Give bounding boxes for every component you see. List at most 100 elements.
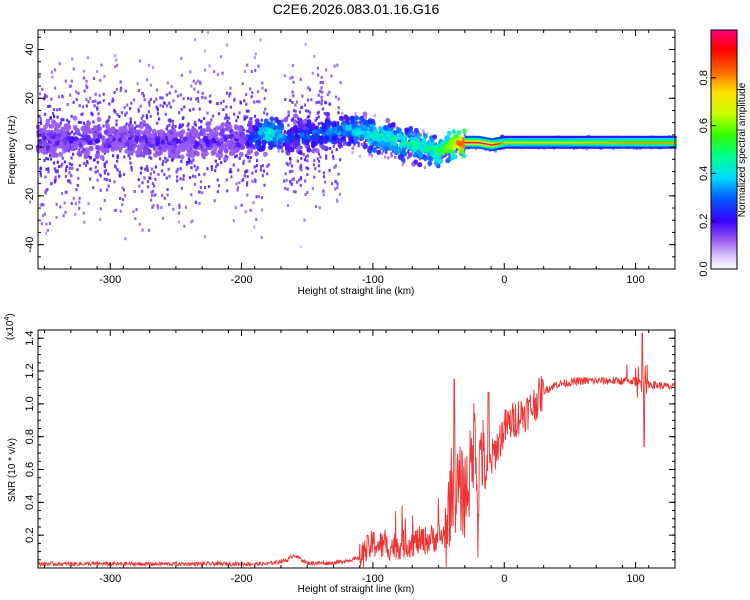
heatmap-cell xyxy=(160,206,163,210)
heatmap-cell xyxy=(142,154,145,158)
heatmap-cell xyxy=(392,149,395,153)
heatmap-cell xyxy=(397,138,400,142)
heatmap-cell xyxy=(60,192,64,196)
heatmap-cell xyxy=(254,143,257,147)
heatmap-cell xyxy=(38,114,41,118)
heatmap-cell xyxy=(180,57,183,60)
heatmap-cell xyxy=(493,146,496,149)
heatmap-cell xyxy=(335,180,338,184)
heatmap-cell xyxy=(149,114,152,118)
heatmap-cell xyxy=(451,136,456,142)
heatmap-cell xyxy=(339,192,342,196)
heatmap-cell xyxy=(205,121,211,127)
heatmap-cell xyxy=(426,132,429,136)
heatmap-cell xyxy=(502,138,505,141)
heatmap-cell xyxy=(99,154,105,160)
heatmap-cell xyxy=(259,168,263,172)
heatmap-cell xyxy=(191,136,196,142)
heatmap-cell xyxy=(148,176,151,180)
heatmap-cell xyxy=(411,144,417,151)
heatmap-cell xyxy=(449,140,455,146)
heatmap-cell xyxy=(507,139,510,142)
heatmap-cell xyxy=(58,107,61,111)
heatmap-cell xyxy=(302,119,308,125)
heatmap-cell xyxy=(245,129,249,133)
heatmap-cell xyxy=(47,170,50,174)
heatmap-cell xyxy=(427,160,433,166)
heatmap-cell xyxy=(209,130,215,136)
heatmap-cell xyxy=(226,189,229,193)
heatmap-cell xyxy=(290,118,293,122)
heatmap-cell xyxy=(198,190,201,194)
heatmap-cell xyxy=(87,100,90,104)
heatmap-cell xyxy=(56,115,59,119)
heatmap-cell xyxy=(250,143,256,150)
heatmap-cell xyxy=(41,140,47,146)
heatmap-cell xyxy=(43,97,46,101)
heatmap-cell xyxy=(505,142,508,145)
heatmap-cell xyxy=(245,102,248,106)
heatmap-cell xyxy=(186,160,189,164)
heatmap-cell xyxy=(441,156,444,160)
heatmap-cell xyxy=(315,117,318,120)
heatmap-cell xyxy=(501,136,504,139)
heatmap-cell xyxy=(183,105,186,109)
heatmap-cell xyxy=(323,111,326,115)
heatmap-cell xyxy=(298,110,302,114)
heatmap-cell xyxy=(263,111,266,115)
heatmap-cell xyxy=(504,144,507,147)
heatmap-cell xyxy=(507,144,510,147)
heatmap-cell xyxy=(368,145,374,151)
heatmap-cell xyxy=(60,164,63,168)
heatmap-cell xyxy=(276,124,282,130)
heatmap-cell xyxy=(125,111,128,115)
heatmap-cell xyxy=(482,142,485,145)
heatmap-cell xyxy=(353,143,356,147)
heatmap-cell xyxy=(335,95,338,99)
heatmap-cell xyxy=(263,169,266,173)
heatmap-cell xyxy=(161,96,164,100)
heatmap-cell xyxy=(390,154,393,158)
heatmap-cell xyxy=(118,170,121,174)
heatmap-cell xyxy=(112,154,115,158)
heatmap-cell xyxy=(428,151,434,157)
heatmap-cell xyxy=(245,170,248,173)
heatmap-cell xyxy=(73,132,76,136)
heatmap-cell xyxy=(146,167,149,170)
heatmap-cell xyxy=(418,144,424,150)
heatmap-cell xyxy=(110,146,116,152)
heatmap-cell xyxy=(144,123,147,127)
heatmap-cell xyxy=(483,143,486,146)
heatmap-cell xyxy=(201,91,204,95)
heatmap-cell xyxy=(502,144,505,147)
heatmap-cell xyxy=(342,142,345,146)
heatmap-cell xyxy=(459,152,462,156)
heatmap-cell xyxy=(213,199,216,203)
heatmap-cell xyxy=(68,136,74,142)
heatmap-cell xyxy=(372,147,377,153)
heatmap-cell xyxy=(376,141,381,148)
heatmap-cell xyxy=(502,142,505,146)
heatmap-cell xyxy=(485,137,488,140)
heatmap-cell xyxy=(250,95,253,99)
heatmap-cell xyxy=(236,188,239,192)
heatmap-cell xyxy=(187,161,191,165)
heatmap-cell xyxy=(198,126,201,130)
heatmap-cell xyxy=(62,214,65,218)
heatmap-cell xyxy=(287,123,290,127)
heatmap-cell xyxy=(267,163,270,167)
heatmap-cell xyxy=(129,127,135,133)
heatmap-cell xyxy=(52,108,55,112)
heatmap-cell xyxy=(459,149,465,155)
heatmap-cell xyxy=(255,218,258,221)
heatmap-cell xyxy=(216,178,219,182)
heatmap-cell xyxy=(145,165,148,168)
heatmap-cell xyxy=(254,134,259,140)
heatmap-cell xyxy=(486,142,490,145)
heatmap-cell xyxy=(491,143,494,146)
heatmap-cell xyxy=(41,214,45,218)
heatmap-cell xyxy=(297,128,303,134)
heatmap-cell xyxy=(312,163,316,167)
heatmap-cell xyxy=(345,141,348,145)
heatmap-cell xyxy=(260,196,264,200)
